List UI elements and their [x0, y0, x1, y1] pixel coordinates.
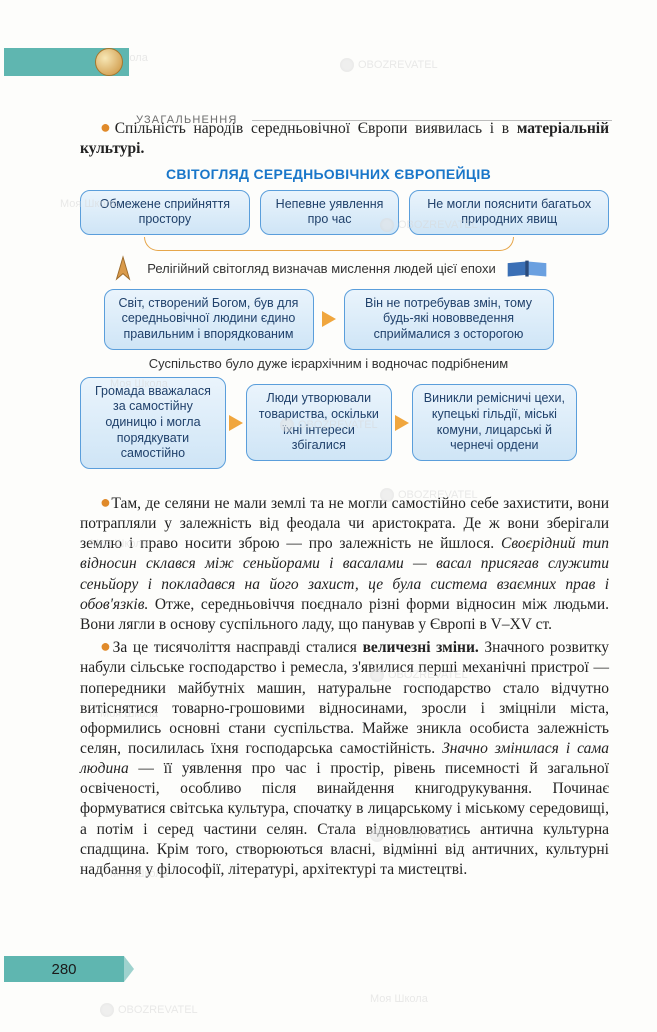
- body-paragraph-2: ●Там, де селяни не мали землі та не могл…: [80, 491, 609, 635]
- p3-text-a: За це тисячоліття насправді сталися: [113, 639, 363, 656]
- watermark: OBOZREVATEL: [340, 58, 438, 72]
- box-guilds: Виникли ремісничі цехи, купецькі гільдії…: [412, 384, 577, 461]
- diagram-row-3: Громада вважалася за самостійну одиницю …: [80, 377, 577, 469]
- diagram-title: СВІТОГЛЯД СЕРЕДНЬОВІЧНИХ ЄВРОПЕЙЦІВ: [0, 166, 657, 182]
- p3-bold: величезні зміни.: [363, 639, 479, 656]
- header-band: [4, 48, 129, 76]
- diagram-row-2: Світ, створений Богом, був для середньов…: [80, 289, 577, 350]
- watermark: OBOZREVATEL: [100, 1003, 198, 1017]
- box-societies: Люди утворювали товариства, оскільки їхн…: [246, 384, 392, 461]
- box-perception: Обмежене сприйняття простору: [80, 190, 250, 235]
- box-nature: Не могли пояснити багатьох природних яви…: [409, 190, 609, 235]
- bracket-icon: [144, 237, 514, 251]
- bullet-icon: ●: [100, 492, 111, 512]
- bullet-icon: ●: [100, 117, 115, 137]
- compass-icon: [109, 255, 137, 283]
- p3-text-c: — її уявлення про час і простір, рівень …: [80, 760, 609, 878]
- watermark: Моя Школа: [370, 993, 428, 1005]
- box-time: Непевне уявлення про час: [260, 190, 400, 235]
- center-text-1: Релігійний світогляд визначав мислення л…: [147, 261, 496, 276]
- body-paragraph-3: ●За це тисячоліття насправді сталися вел…: [80, 635, 609, 880]
- page-number: 280: [4, 956, 124, 982]
- arrow-icon: [229, 415, 243, 431]
- bullet-icon: ●: [100, 636, 113, 656]
- header-ornament-icon: [95, 48, 123, 76]
- book-icon: [506, 259, 548, 279]
- p2-text-b: Отже, середньовіччя поєднало різні форми…: [80, 596, 609, 633]
- footer-chevron-icon: [124, 956, 134, 982]
- box-world: Світ, створений Богом, був для середньов…: [104, 289, 314, 350]
- arrow-icon: [322, 311, 336, 327]
- box-community: Громада вважалася за самостійну одиницю …: [80, 377, 226, 469]
- section-label: УЗАГАЛЬНЕННЯ: [136, 114, 237, 126]
- arrow-icon: [395, 415, 409, 431]
- box-change: Він не потребував змін, тому будь-які но…: [344, 289, 554, 350]
- diagram-row-1: Обмежене сприйняття простору Непевне уяв…: [80, 190, 609, 235]
- center-line-1: Релігійний світогляд визначав мислення л…: [0, 255, 657, 283]
- center-line-2: Суспільство було дуже ієрархічним і водн…: [0, 356, 657, 371]
- page-footer: 280: [4, 956, 134, 982]
- section-rule: [252, 120, 612, 121]
